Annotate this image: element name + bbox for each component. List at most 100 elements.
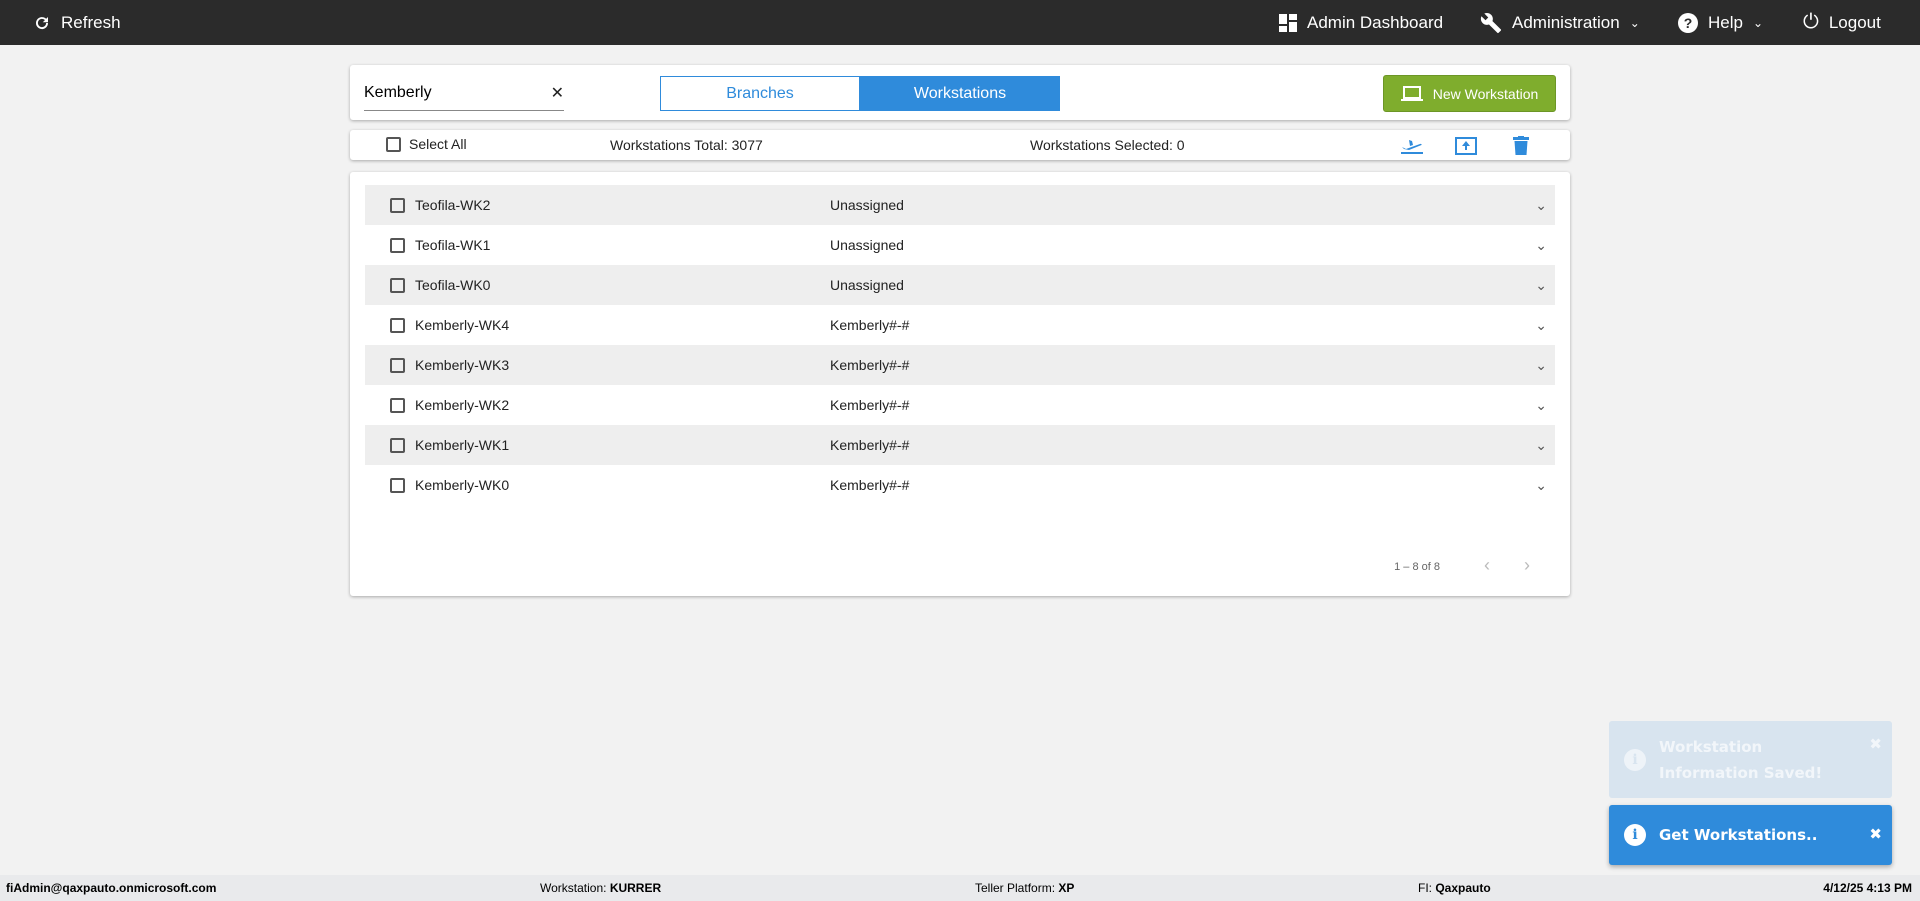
table-row[interactable]: Kemberly-WK3 Kemberly#-# ⌄ bbox=[365, 345, 1555, 385]
refresh-icon bbox=[36, 16, 49, 29]
workstation-list: 1 – 8 of 8 ‹ › Teofila-WK2 Unassigned ⌄ Teo… bbox=[350, 172, 1570, 596]
help-menu[interactable]: ? Help ⌄ bbox=[1678, 0, 1763, 45]
platform-label: Teller Platform: bbox=[975, 881, 1059, 895]
table-row[interactable]: Kemberly-WK0 Kemberly#-# ⌄ bbox=[365, 465, 1555, 505]
workstation-branch: Kemberly#-# bbox=[830, 357, 910, 373]
search-field: ✕ bbox=[364, 75, 564, 111]
table-row[interactable]: Kemberly-WK4 Kemberly#-# ⌄ bbox=[365, 305, 1555, 345]
administration-label: Administration bbox=[1512, 12, 1620, 32]
table-row[interactable]: Teofila-WK0 Unassigned ⌄ bbox=[365, 265, 1555, 305]
logout-label: Logout bbox=[1828, 12, 1881, 32]
top-navbar: Refresh Admin Dashboard Administration ⌄… bbox=[0, 0, 1920, 45]
chevron-down-icon[interactable]: ⌄ bbox=[1535, 356, 1547, 373]
chevron-down-icon[interactable]: ⌄ bbox=[1535, 236, 1547, 253]
row-checkbox[interactable] bbox=[390, 317, 405, 333]
trash-icon[interactable] bbox=[1513, 136, 1529, 155]
chevron-down-icon: ⌄ bbox=[1752, 15, 1764, 30]
workstation-branch: Unassigned bbox=[830, 197, 904, 213]
chevron-down-icon[interactable]: ⌄ bbox=[1535, 316, 1547, 333]
workstation-name: Teofila-WK1 bbox=[415, 237, 491, 253]
workstation-name: Teofila-WK2 bbox=[415, 197, 491, 213]
new-workstation-label: New Workstation bbox=[1432, 85, 1539, 102]
workstation-name: Kemberly-WK4 bbox=[415, 317, 510, 333]
row-checkbox[interactable] bbox=[390, 477, 405, 493]
chevron-down-icon: ⌄ bbox=[1629, 15, 1640, 30]
workstations-selected: Workstations Selected: 0 bbox=[1030, 137, 1185, 153]
info-icon: i bbox=[1624, 824, 1646, 846]
select-all-label: Select All bbox=[409, 136, 467, 152]
workstations-total: Workstations Total: 3077 bbox=[610, 137, 763, 153]
filter-card: ✕ Branches Workstations New Workstation bbox=[350, 65, 1570, 120]
platform-value: XP bbox=[1058, 881, 1075, 895]
close-icon[interactable]: ✖ bbox=[1869, 735, 1882, 753]
workstation-branch: Kemberly#-# bbox=[830, 397, 910, 413]
laptop-icon bbox=[1400, 85, 1423, 101]
footer-workstation: Workstation: KURRER bbox=[540, 881, 661, 895]
toast-saved: i Workstation Information Saved! ✖ bbox=[1609, 721, 1892, 798]
toast-get-workstations: i Get Workstations.. ✖ bbox=[1609, 805, 1892, 865]
row-checkbox[interactable] bbox=[390, 397, 405, 413]
workstation-name: Kemberly-WK0 bbox=[415, 477, 510, 493]
footer-fi: FI: Qaxpauto bbox=[1418, 881, 1491, 895]
select-all[interactable]: Select All bbox=[386, 136, 467, 152]
dashboard-icon bbox=[1279, 13, 1297, 32]
help-icon: ? bbox=[1678, 12, 1698, 33]
workstation-value: KURRER bbox=[609, 881, 662, 895]
workstation-branch: Unassigned bbox=[830, 277, 904, 293]
fi-value: Qaxpauto bbox=[1435, 881, 1491, 895]
toast-message: Get Workstations.. bbox=[1659, 826, 1818, 844]
footer-datetime: 4/12/25 4:13 PM bbox=[1823, 881, 1912, 895]
row-checkbox[interactable] bbox=[390, 357, 405, 373]
admin-dashboard-link[interactable]: Admin Dashboard bbox=[1279, 0, 1443, 45]
table-row[interactable]: Kemberly-WK1 Kemberly#-# ⌄ bbox=[365, 425, 1555, 465]
footer-platform: Teller Platform: XP bbox=[975, 881, 1074, 895]
info-icon: i bbox=[1624, 748, 1646, 771]
workstation-name: Teofila-WK0 bbox=[415, 277, 491, 293]
chevron-down-icon[interactable]: ⌄ bbox=[1535, 276, 1547, 293]
tab-workstations[interactable]: Workstations bbox=[860, 76, 1060, 111]
workstation-name: Kemberly-WK1 bbox=[415, 437, 510, 453]
list-toolbar: Select All Workstations Total: 3077 Work… bbox=[350, 130, 1570, 160]
next-page-icon[interactable]: › bbox=[1524, 555, 1530, 575]
row-checkbox[interactable] bbox=[390, 197, 405, 213]
select-all-checkbox[interactable] bbox=[386, 136, 401, 152]
prev-page-icon[interactable]: ‹ bbox=[1484, 555, 1490, 575]
close-icon[interactable]: ✖ bbox=[1869, 825, 1882, 843]
workstation-name: Kemberly-WK3 bbox=[415, 357, 510, 373]
chevron-down-icon[interactable]: ⌄ bbox=[1535, 476, 1547, 493]
chevron-down-icon[interactable]: ⌄ bbox=[1535, 196, 1547, 213]
workstation-branch: Unassigned bbox=[830, 237, 904, 253]
wrench-icon bbox=[1480, 12, 1502, 33]
tab-branches[interactable]: Branches bbox=[660, 76, 860, 111]
toast-message: Workstation Information Saved! bbox=[1659, 737, 1823, 782]
flight-takeoff-icon[interactable] bbox=[1401, 137, 1423, 155]
pagination-range: 1 – 8 of 8 bbox=[1394, 561, 1440, 573]
chevron-down-icon[interactable]: ⌄ bbox=[1535, 396, 1547, 413]
row-checkbox[interactable] bbox=[390, 237, 405, 253]
table-row[interactable]: Teofila-WK2 Unassigned ⌄ bbox=[365, 185, 1555, 225]
workstation-branch: Kemberly#-# bbox=[830, 477, 910, 493]
row-checkbox[interactable] bbox=[390, 277, 405, 293]
status-footer: fiAdmin@qaxpauto.onmicrosoft.com Worksta… bbox=[0, 875, 1920, 901]
administration-menu[interactable]: Administration ⌄ bbox=[1480, 0, 1640, 45]
workstation-label: Workstation: bbox=[540, 881, 610, 895]
chevron-down-icon[interactable]: ⌄ bbox=[1535, 436, 1547, 453]
new-workstation-button[interactable]: New Workstation bbox=[1383, 75, 1556, 112]
clear-search-icon[interactable]: ✕ bbox=[550, 84, 564, 102]
refresh-label: Refresh bbox=[61, 12, 121, 32]
view-tabs: Branches Workstations bbox=[660, 76, 1060, 111]
logout-button[interactable]: ⏻ Logout bbox=[1803, 0, 1881, 45]
search-input[interactable] bbox=[364, 83, 534, 102]
workstation-name: Kemberly-WK2 bbox=[415, 397, 510, 413]
refresh-button[interactable]: Refresh bbox=[33, 0, 121, 45]
power-icon: ⏻ bbox=[1803, 11, 1819, 33]
workstation-branch: Kemberly#-# bbox=[830, 437, 910, 453]
upload-icon[interactable] bbox=[1455, 137, 1477, 155]
workstation-branch: Kemberly#-# bbox=[830, 317, 910, 333]
table-row[interactable]: Teofila-WK1 Unassigned ⌄ bbox=[365, 225, 1555, 265]
fi-label: FI: bbox=[1418, 881, 1436, 895]
row-checkbox[interactable] bbox=[390, 437, 405, 453]
table-row[interactable]: Kemberly-WK2 Kemberly#-# ⌄ bbox=[365, 385, 1555, 425]
help-label: Help bbox=[1708, 12, 1743, 32]
admin-dashboard-label: Admin Dashboard bbox=[1307, 12, 1444, 32]
